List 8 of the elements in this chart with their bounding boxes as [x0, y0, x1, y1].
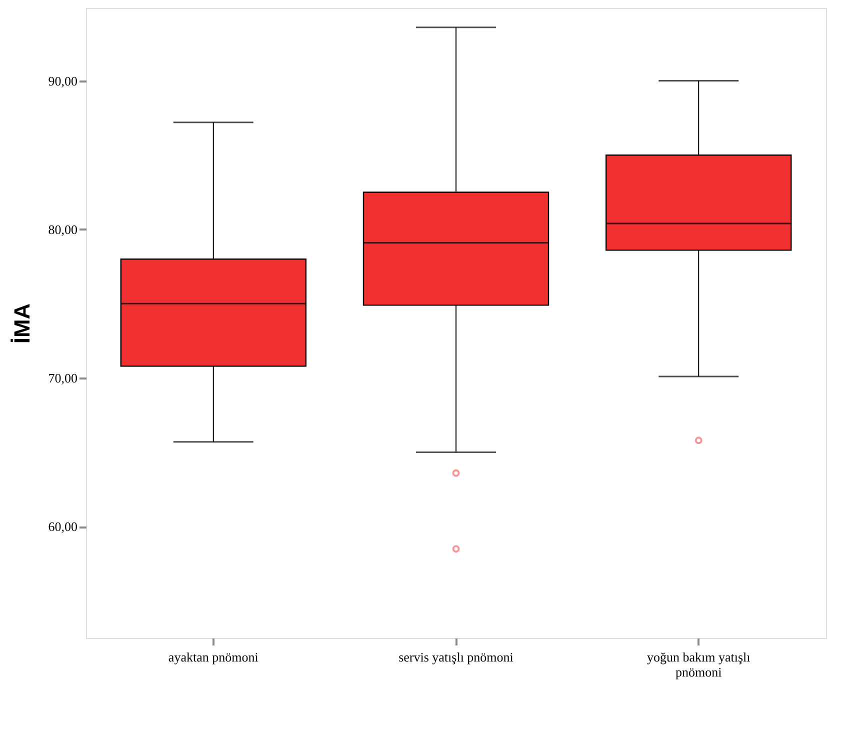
y-tick-label: 90,00: [48, 73, 78, 88]
y-axis-title: İMA: [9, 303, 34, 344]
x-tick-label: servis yatışlı pnömoni: [398, 650, 514, 664]
y-tick-label: 70,00: [48, 370, 78, 386]
x-tick-label: yoğun bakım yatışlı pnömoni: [646, 650, 751, 680]
x-tick-label: ayaktan pnömoni: [168, 650, 259, 664]
y-tick-label: 80,00: [48, 222, 78, 237]
y-tick-label: 60,00: [48, 519, 78, 534]
